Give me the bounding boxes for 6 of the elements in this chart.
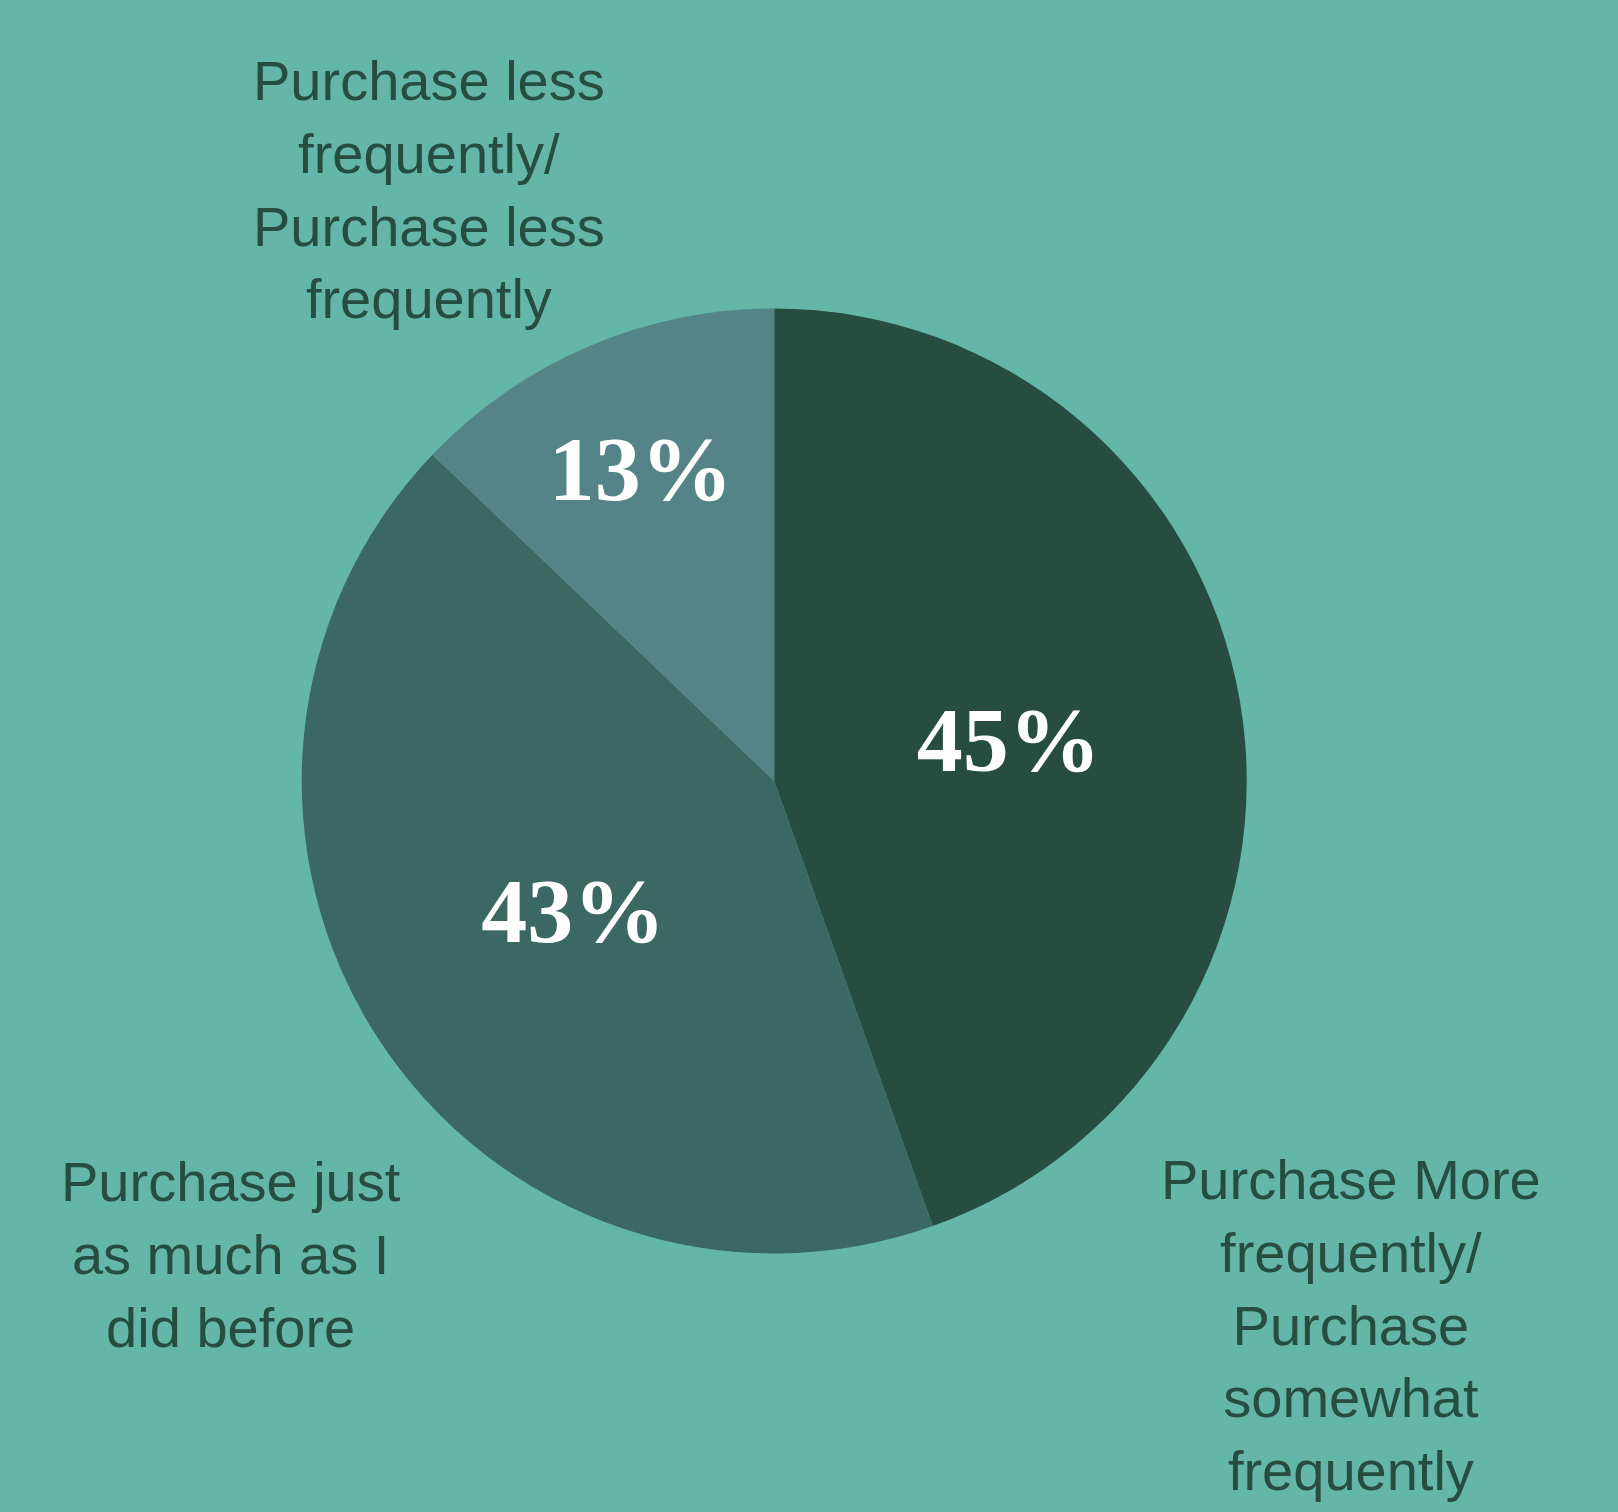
data-label: 45% (916, 689, 1101, 792)
data-label: 13% (548, 418, 733, 521)
slice-label: Purchase just as much as I did before (61, 1150, 401, 1359)
data-label: 43% (481, 860, 666, 963)
slice-label: Purchase less frequently/ Purchase less frequently (253, 49, 605, 331)
slice-label: Purchase More frequently/ Purchase somewhat frequently (1161, 1148, 1541, 1503)
